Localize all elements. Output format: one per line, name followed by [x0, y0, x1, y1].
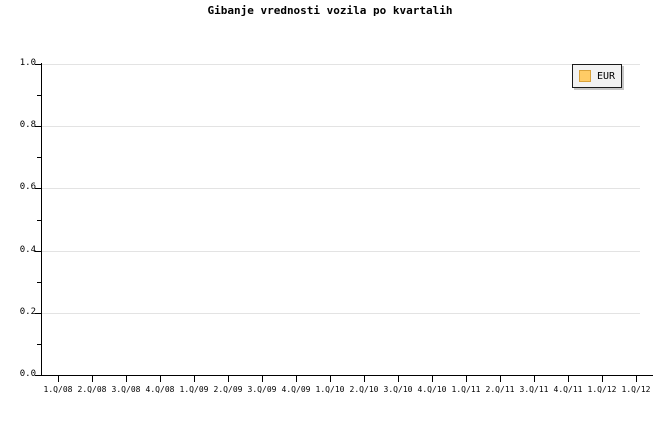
x-tick [432, 376, 433, 382]
x-tick-label: 4.Q/10 [417, 385, 447, 394]
x-tick-label: 3.Q/10 [383, 385, 413, 394]
x-tick [330, 376, 331, 382]
x-tick-label: 4.Q/09 [281, 385, 311, 394]
y-tick-major [35, 126, 41, 128]
x-tick [364, 376, 365, 382]
x-tick [126, 376, 127, 382]
y-tick-major [35, 375, 41, 376]
x-tick-label: 1.Q/09 [179, 385, 209, 394]
x-tick-label: 4.Q/11 [553, 385, 583, 394]
x-tick [262, 376, 263, 382]
x-tick [228, 376, 229, 382]
x-tick [636, 376, 637, 382]
y-tick-label: 0.8 [19, 120, 36, 131]
x-tick-label: 2.Q/09 [213, 385, 243, 394]
y-axis-labels: 0.0 0.2 0.4 0.6 0.8 1.0 [0, 0, 36, 440]
y-tick-major [35, 64, 41, 65]
y-tick-minor [37, 157, 41, 159]
x-tick-label: 1.Q/08 [43, 385, 73, 394]
x-tick-label: 1.Q/12 [587, 385, 617, 394]
x-tick-label: 3.Q/09 [247, 385, 277, 394]
y-tick-major [35, 312, 41, 314]
x-tick-label: 2.Q/10 [349, 385, 379, 394]
x-tick [568, 376, 569, 382]
y-tick-minor [37, 219, 41, 221]
y-tick-label: 0.2 [19, 306, 36, 317]
x-tick [398, 376, 399, 382]
x-tick [466, 376, 467, 382]
legend-label-eur: EUR [597, 70, 616, 82]
x-tick [296, 376, 297, 382]
x-tick [160, 376, 161, 382]
x-tick [58, 376, 59, 382]
plot-area [41, 64, 640, 375]
x-tick-label: 4.Q/08 [145, 385, 175, 394]
y-tick-major [35, 250, 41, 252]
x-tick [92, 376, 93, 382]
gridline [41, 250, 640, 252]
x-tick [500, 376, 501, 382]
legend-swatch-eur [579, 70, 591, 82]
y-tick-minor [37, 343, 41, 345]
x-tick [534, 376, 535, 382]
y-axis-line [41, 63, 42, 376]
x-tick-label: 3.Q/11 [519, 385, 549, 394]
y-tick-label: 0.4 [19, 244, 36, 255]
y-tick-minor [37, 281, 41, 283]
x-tick-label: 1.Q/11 [451, 385, 481, 394]
gridline [41, 188, 640, 190]
y-tick-major [35, 188, 41, 190]
x-tick-label: 2.Q/11 [485, 385, 515, 394]
y-tick-label: 0.0 [19, 369, 36, 379]
y-tick-label: 1.0 [19, 58, 36, 68]
chart-title: Gibanje vrednosti vozila po kvartalih [207, 4, 453, 17]
x-tick [602, 376, 603, 382]
x-tick-label: 2.Q/08 [77, 385, 107, 394]
gridline [41, 126, 640, 128]
x-tick-label: 1.Q/10 [315, 385, 345, 394]
x-tick-label: 3.Q/08 [111, 385, 141, 394]
x-tick [194, 376, 195, 382]
y-tick-minor [37, 95, 41, 97]
y-tick-label: 0.6 [19, 182, 36, 193]
legend-box[interactable]: EUR [572, 64, 623, 88]
gridline [41, 312, 640, 314]
x-tick-label: 1.Q/12 [621, 385, 651, 394]
gridline [41, 64, 640, 65]
x-axis-line [41, 375, 653, 376]
